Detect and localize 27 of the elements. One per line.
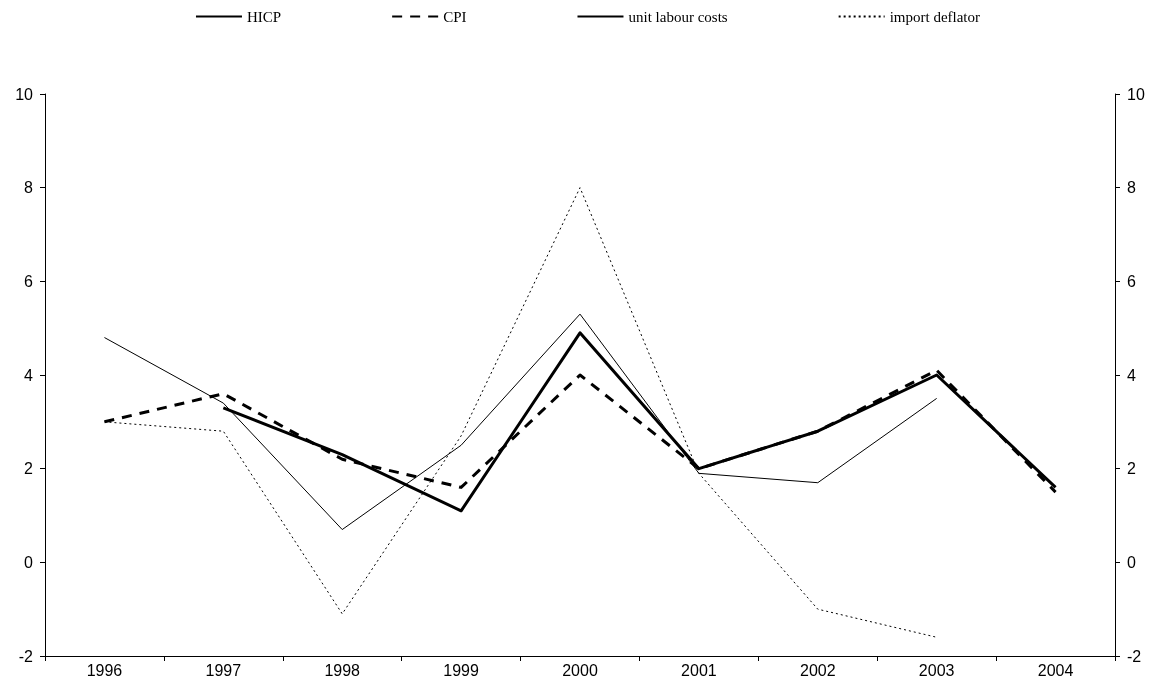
- x-tick-label: 1999: [443, 661, 480, 679]
- y2-tick-label: 6: [1127, 272, 1136, 290]
- y-tick-label: 6: [24, 272, 34, 290]
- x-tick-label: 1997: [205, 661, 242, 679]
- y2-tick-label: -2: [1127, 647, 1142, 665]
- y2-tick-label: 8: [1127, 179, 1136, 197]
- x-tick-label: 2004: [1037, 661, 1074, 679]
- legend-label: import deflator: [889, 8, 981, 25]
- x-tick-label: 2002: [799, 661, 836, 679]
- y2-tick-label: 10: [1127, 85, 1145, 103]
- x-tick-label: 1998: [324, 661, 361, 679]
- y-tick-label: 8: [24, 179, 34, 197]
- legend-label: unit labour costs: [628, 8, 728, 25]
- x-tick-label: 2000: [562, 661, 598, 679]
- y-tick-label: 0: [24, 553, 34, 571]
- y-tick-label: -2: [18, 647, 34, 665]
- y-tick-label: 2: [24, 460, 34, 478]
- x-tick-label: 1996: [86, 661, 123, 679]
- x-tick-label: 2001: [681, 661, 717, 679]
- legend-label: CPI: [443, 8, 467, 25]
- y-tick-label: 10: [15, 85, 34, 103]
- y2-tick-label: 2: [1127, 460, 1136, 478]
- y2-tick-label: 4: [1127, 366, 1136, 384]
- legend-label: HICP: [246, 8, 282, 25]
- y-tick-label: 4: [24, 366, 34, 384]
- x-tick-label: 2003: [918, 661, 955, 679]
- y2-tick-label: 0: [1127, 553, 1136, 571]
